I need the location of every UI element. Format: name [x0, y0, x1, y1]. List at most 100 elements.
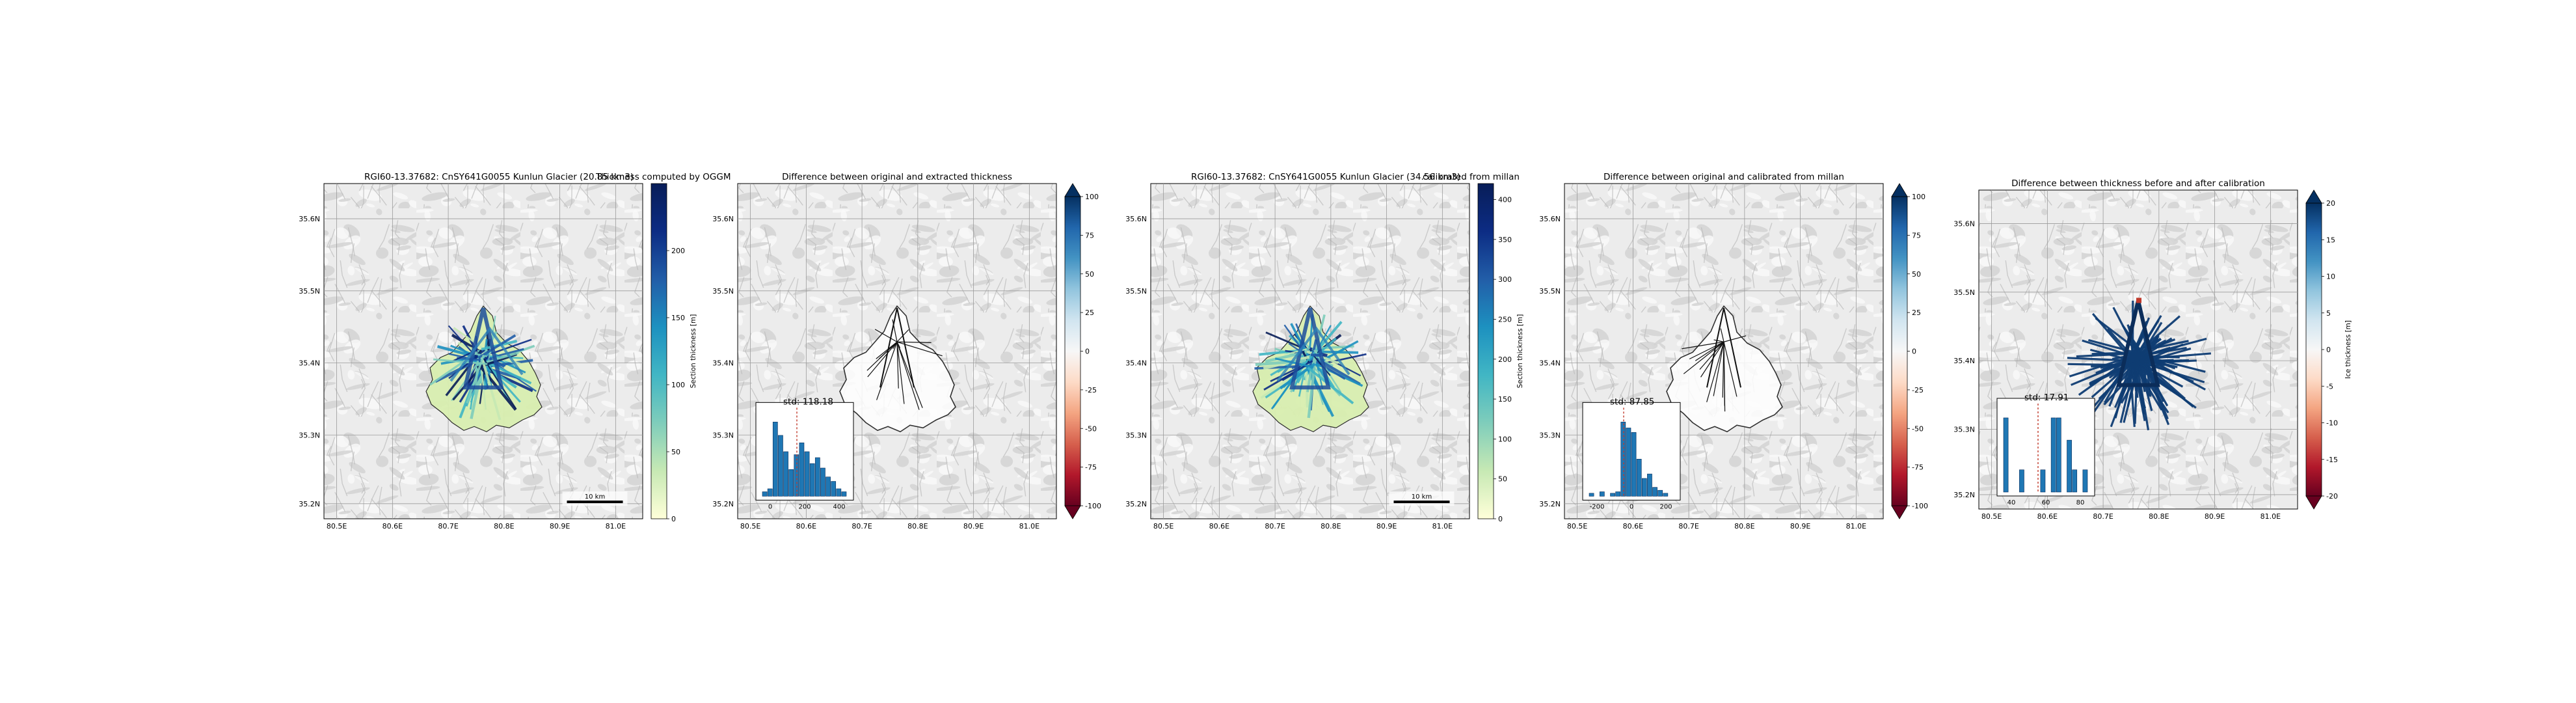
- lat-tick-label: 35.6N: [1539, 215, 1561, 223]
- histogram-bar: [778, 435, 783, 497]
- glacier-branch: [1689, 341, 1724, 360]
- colorbar-tick-label: 350: [1498, 236, 1512, 244]
- colorbar-tick-label: -100: [1085, 502, 1101, 510]
- panel-title: RGI60-13.37682: CnSY641G0055 Kunlun Glac…: [364, 172, 634, 182]
- colorbar-tick-label: 150: [1498, 395, 1512, 404]
- diff-hotspot: [2136, 297, 2141, 303]
- panel-4: Difference between original and calibrat…: [1539, 172, 1928, 531]
- overlay-label: calibrated from millan: [1423, 172, 1520, 182]
- colorbar-tick-label: 400: [1498, 196, 1512, 204]
- inset-std-label: std: 118.18: [783, 396, 833, 407]
- lon-tick-label: 80.5E: [740, 522, 760, 531]
- lon-tick-label: 80.5E: [1981, 512, 2002, 521]
- overlay-label: Thickness computed by OGGM: [595, 172, 731, 182]
- glacier-branch: [896, 342, 923, 408]
- lon-tick-label: 81.0E: [606, 522, 626, 531]
- panel-2: Difference between original and extracte…: [712, 172, 1101, 531]
- scalebar-label: 10 km: [1412, 493, 1432, 501]
- lon-tick-label: 80.6E: [796, 522, 816, 531]
- histogram-bar: [1636, 459, 1642, 497]
- colorbar-tick-label: 75: [1085, 231, 1094, 240]
- diff-section: [2130, 359, 2197, 409]
- colorbar-extend-top: [1064, 183, 1081, 197]
- diff-section: [2134, 360, 2184, 388]
- histogram-bar: [1641, 478, 1647, 497]
- histogram-bar: [820, 467, 825, 497]
- diff-section: [2123, 363, 2140, 423]
- histogram-bar: [1610, 493, 1615, 497]
- colorbar-tick-label: 100: [1498, 435, 1512, 443]
- colorbar-tick-label: 200: [671, 247, 685, 255]
- lon-tick-label: 80.8E: [494, 522, 514, 531]
- diff-section: [2071, 354, 2143, 386]
- colorbar-tick-label: 75: [1912, 231, 1921, 240]
- inset-histogram: [1996, 398, 2095, 497]
- colorbar-tick-label: -15: [2326, 456, 2338, 464]
- histogram-bar: [1631, 432, 1637, 497]
- colorbar: [1064, 196, 1081, 506]
- glacier-ridge: [879, 308, 915, 388]
- lat-tick-label: 35.3N: [1953, 426, 1975, 434]
- histogram-bar: [831, 481, 837, 497]
- flowline-section: [1307, 366, 1354, 405]
- histogram-bar: [1657, 489, 1663, 497]
- glacier-branch: [896, 342, 920, 410]
- lon-tick-label: 81.0E: [2261, 512, 2281, 521]
- lon-tick-label: 80.6E: [1623, 522, 1643, 531]
- lat-tick-label: 35.6N: [1953, 219, 1975, 228]
- colorbar-tick-label: 50: [1912, 270, 1921, 279]
- glacier-branch: [867, 341, 898, 378]
- lon-tick-label: 80.6E: [382, 522, 403, 531]
- histogram-bar: [772, 422, 778, 497]
- colorbar-tick-label: 50: [1085, 270, 1094, 279]
- inset-std-label: std: 17.91: [2024, 393, 2069, 403]
- scalebar-label: 10 km: [585, 493, 605, 501]
- lat-tick-label: 35.5N: [1953, 288, 1975, 297]
- lon-tick-label: 80.9E: [2205, 512, 2225, 521]
- colorbar-extend-bottom: [1064, 505, 1081, 519]
- colorbar-tick-label: 100: [671, 381, 685, 389]
- glacier-branch: [1722, 342, 1724, 398]
- diff-section: [2087, 338, 2143, 355]
- lon-tick-label: 80.9E: [963, 522, 984, 531]
- glacier-branch: [1723, 342, 1737, 397]
- colorbar-tick-label: -5: [2326, 382, 2333, 391]
- lon-tick-label: 80.7E: [2093, 512, 2113, 521]
- histogram-bar: [1652, 487, 1657, 497]
- colorbar-tick-label: -50: [1912, 424, 1924, 433]
- histogram-bar: [783, 451, 788, 497]
- lon-tick-label: 80.9E: [1376, 522, 1397, 531]
- lon-tick-label: 80.6E: [2037, 512, 2058, 521]
- colorbar-tick-label: 50: [1498, 475, 1507, 484]
- histogram-bar: [2019, 469, 2024, 493]
- colorbar-tick-label: -100: [1912, 502, 1928, 510]
- flowline-section: [485, 352, 519, 363]
- diff-section: [2128, 353, 2194, 383]
- flowline-section: [1284, 348, 1307, 355]
- colorbar-extend-top: [1891, 183, 1908, 197]
- glacier-branch: [1699, 341, 1724, 370]
- histogram-bar: [762, 491, 768, 497]
- inset-std-label: std: 87.85: [1610, 396, 1654, 407]
- flowline-section: [1313, 350, 1342, 393]
- glacier-branch: [1683, 341, 1724, 374]
- lon-tick-label: 80.8E: [2149, 512, 2169, 521]
- diff-section: [2119, 364, 2136, 423]
- lat-tick-label: 35.2N: [1125, 500, 1147, 508]
- glacier-ridge: [1706, 308, 1741, 388]
- lat-tick-label: 35.5N: [1539, 287, 1561, 296]
- histogram-bar: [804, 451, 810, 497]
- colorbar-label: Section thickness [m]: [1516, 314, 1524, 389]
- lon-tick-label: 80.9E: [550, 522, 570, 531]
- colorbar-tick-label: 25: [1912, 309, 1921, 317]
- lon-tick-label: 80.8E: [907, 522, 928, 531]
- colorbar-extend-bottom: [2305, 495, 2322, 510]
- colorbar-tick-label: 10: [2326, 273, 2335, 281]
- glacier-branch: [1720, 328, 1724, 342]
- glacier-branch: [896, 341, 901, 348]
- colorbar: [2305, 202, 2322, 497]
- colorbar-tick-label: 0: [1912, 348, 1916, 356]
- histogram-bar: [2067, 439, 2072, 493]
